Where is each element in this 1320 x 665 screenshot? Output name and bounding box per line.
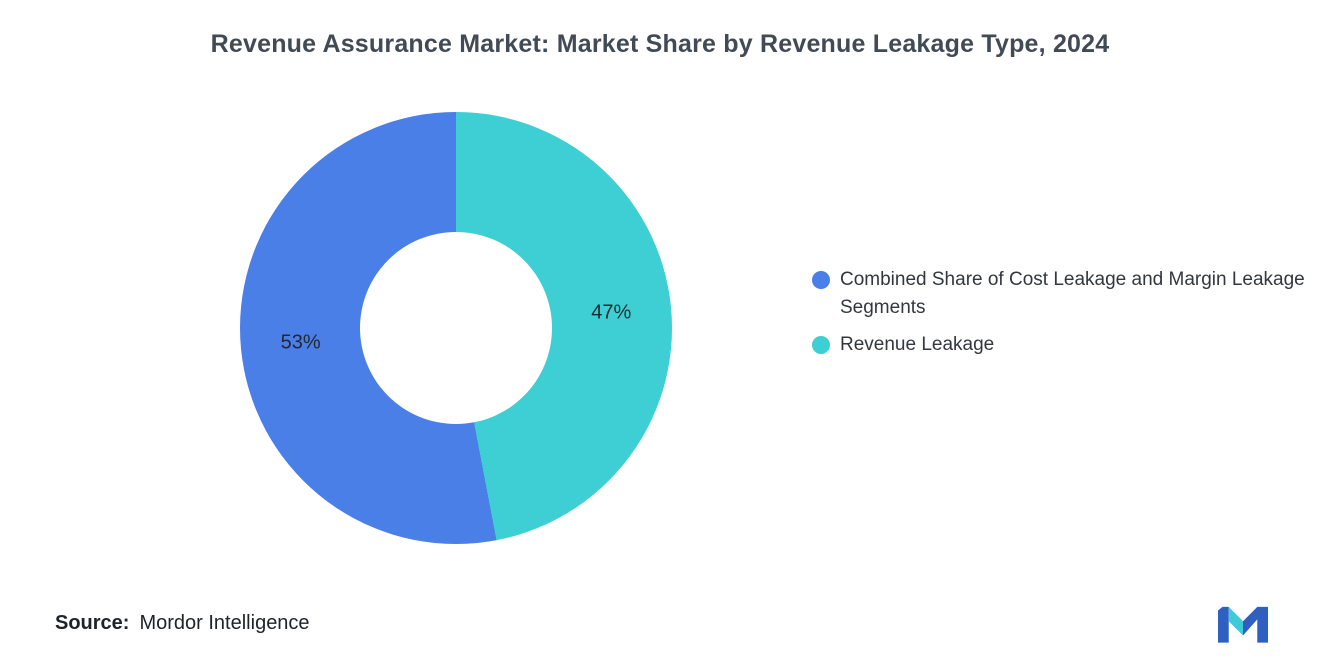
- slice-label-combined: 53%: [280, 331, 321, 354]
- donut-chart: 53% 47%: [240, 112, 672, 544]
- slice-label-revenue-leakage: 47%: [591, 301, 632, 324]
- legend-marker-teal: [812, 336, 830, 354]
- legend-label-combined: Combined Share of Cost Leakage and Margi…: [840, 269, 1305, 318]
- legend-item-revenue-leakage: Revenue Leakage: [812, 331, 1312, 359]
- legend-marker-blue: [812, 271, 830, 289]
- legend: Combined Share of Cost Leakage and Margi…: [812, 266, 1312, 359]
- source-line: Source: Mordor Intelligence: [55, 612, 310, 635]
- donut-hole: [360, 232, 552, 424]
- legend-label-revenue-leakage: Revenue Leakage: [840, 334, 995, 355]
- legend-item-combined: Combined Share of Cost Leakage and Margi…: [812, 266, 1312, 322]
- source-value: Mordor Intelligence: [139, 612, 310, 634]
- mordor-intelligence-logo: [1218, 606, 1268, 643]
- source-label: Source:: [55, 612, 130, 634]
- chart-title: Revenue Assurance Market: Market Share b…: [210, 30, 1110, 58]
